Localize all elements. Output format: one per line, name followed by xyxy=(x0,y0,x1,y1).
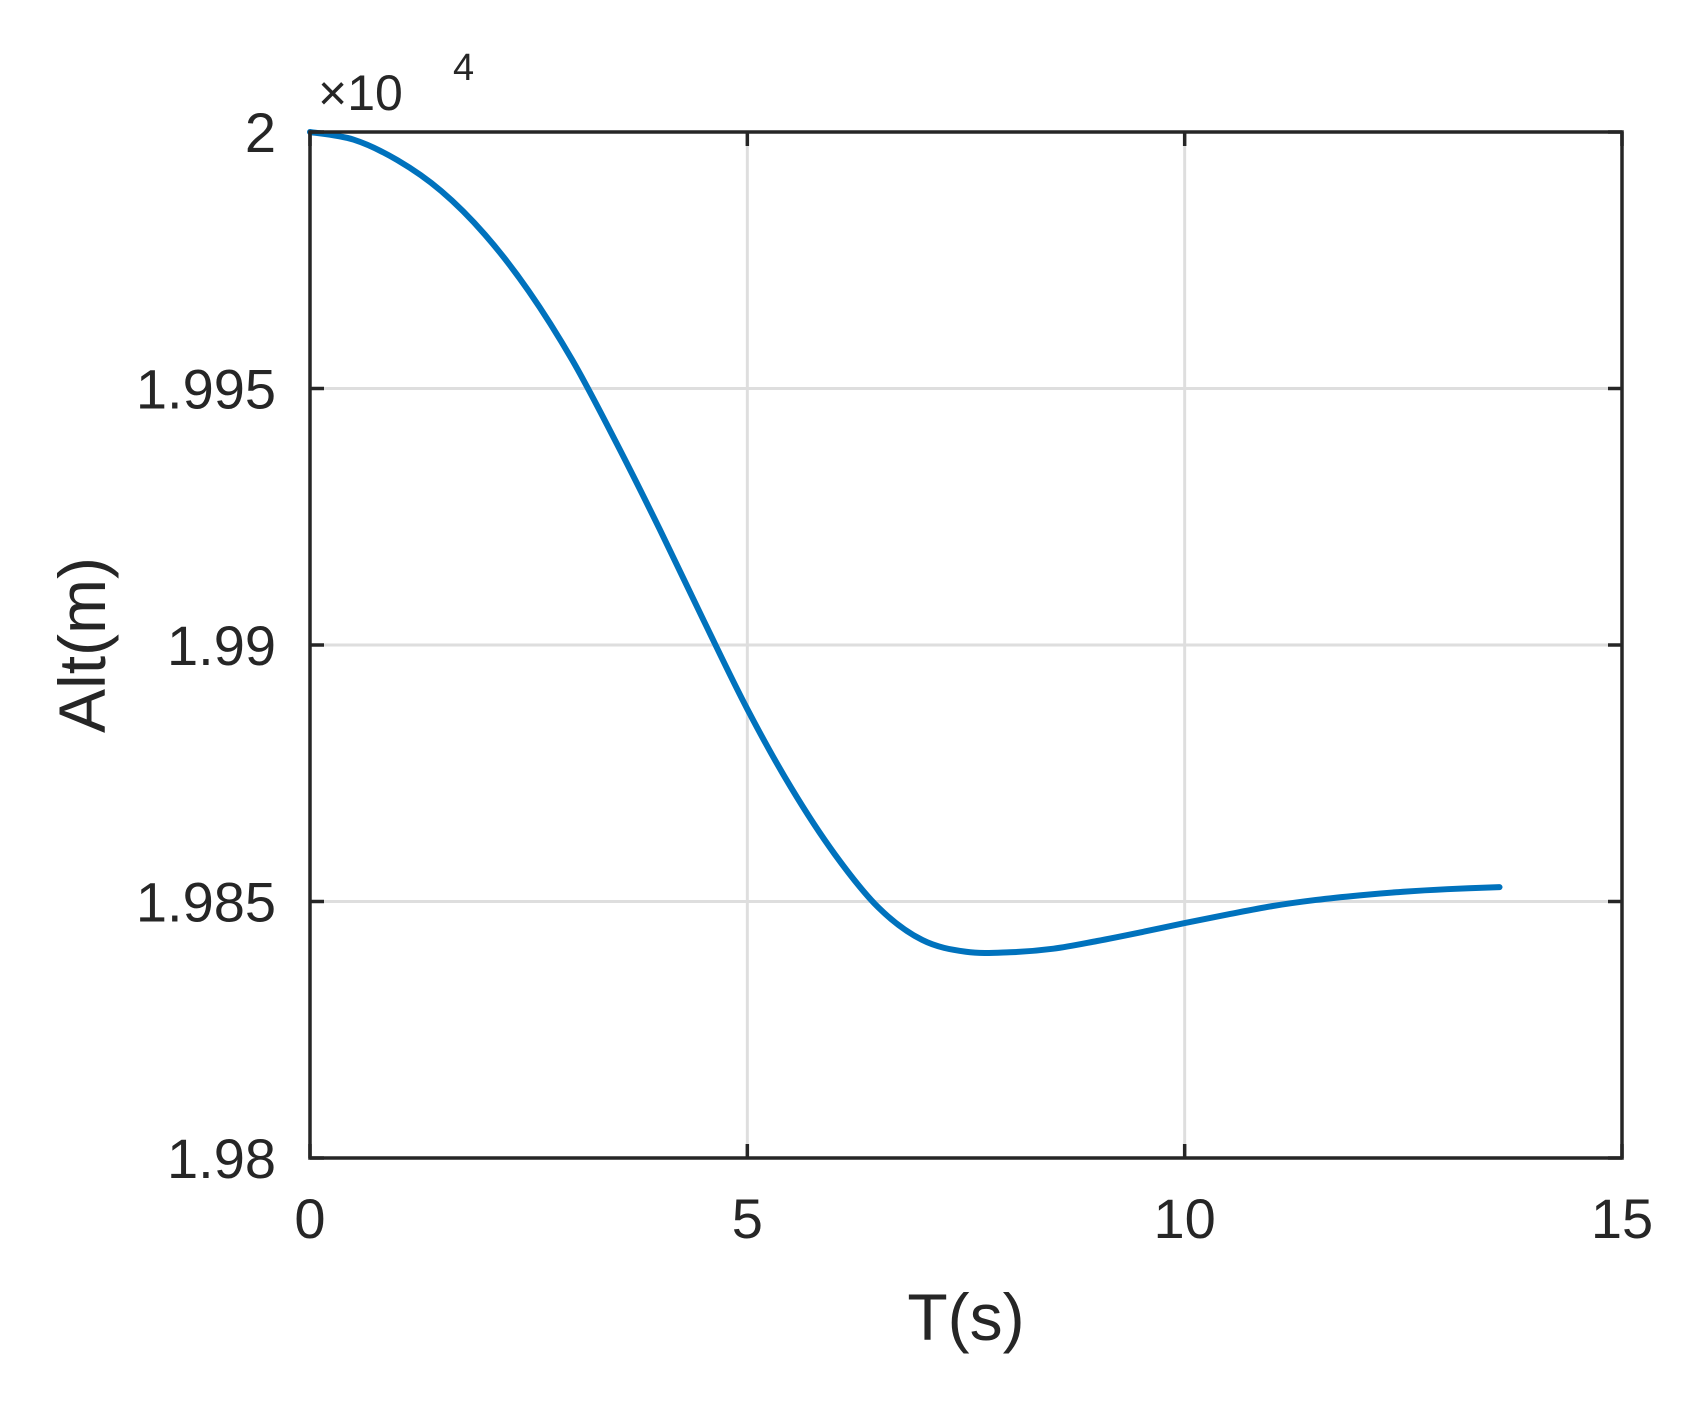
tick-labels: 0 5 10 15 1.98 1.985 1.99 1.995 2 xyxy=(136,101,1653,1250)
altitude-series-line xyxy=(307,129,1503,956)
y-tick-label: 1.99 xyxy=(167,614,276,677)
plot-series xyxy=(307,129,1503,956)
x-tick-label: 15 xyxy=(1591,1187,1653,1250)
y-tick-label: 1.98 xyxy=(167,1127,276,1190)
x-tick-label: 0 xyxy=(294,1187,325,1250)
ticks xyxy=(308,130,1624,1160)
x-tick-label: 10 xyxy=(1154,1187,1216,1250)
y-tick-label: 1.995 xyxy=(136,358,276,421)
y-tick-label: 2 xyxy=(245,101,276,164)
x-axis-label: T(s) xyxy=(907,1280,1024,1354)
y-axis-exponent: ×10 4 xyxy=(318,47,474,121)
x-tick-label: 5 xyxy=(732,1187,763,1250)
y-exponent-base: ×10 xyxy=(318,65,403,121)
y-tick-label: 1.985 xyxy=(136,871,276,934)
y-exponent-power: 4 xyxy=(453,47,474,89)
y-axis-label: Alt(m) xyxy=(45,557,119,733)
grid xyxy=(310,132,1622,1158)
